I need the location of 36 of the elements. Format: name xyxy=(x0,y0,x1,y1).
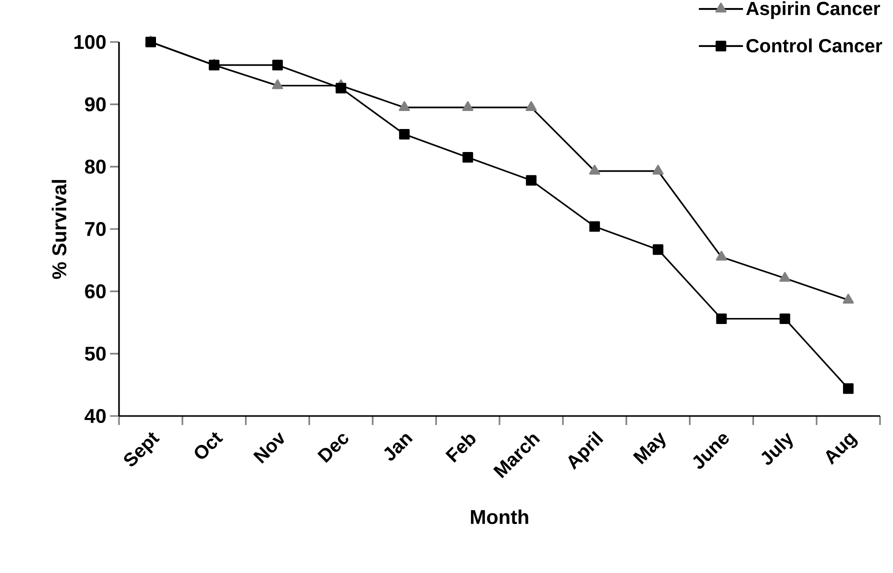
y-tick-label: 80 xyxy=(84,160,106,174)
y-tick-label: 60 xyxy=(85,284,106,298)
point xyxy=(843,383,854,394)
point xyxy=(526,175,537,186)
x-tick-label: Oct xyxy=(194,432,224,459)
y-axis-title: % Survival xyxy=(52,180,66,279)
point xyxy=(779,272,790,282)
point xyxy=(272,79,284,90)
point xyxy=(398,101,410,112)
point xyxy=(652,244,664,255)
y-tick-label: 70 xyxy=(85,222,106,236)
point xyxy=(526,101,537,112)
point xyxy=(399,128,410,140)
x-tick-label: Feb xyxy=(445,434,476,463)
point xyxy=(462,101,474,112)
x-tick-label: Dec xyxy=(317,434,348,463)
legend-label: Aspirin Cancer xyxy=(746,1,880,19)
point xyxy=(716,250,728,261)
legend-label: Control Cancer xyxy=(746,38,882,52)
point xyxy=(652,164,664,175)
point xyxy=(589,164,600,175)
point xyxy=(589,221,600,232)
point xyxy=(716,313,727,324)
y-tick-label: 40 xyxy=(84,408,106,424)
x-tick-label: Aug xyxy=(826,433,858,465)
x-axis-title: Month xyxy=(470,509,528,524)
point xyxy=(336,82,346,94)
x-tick-label: Nov xyxy=(253,432,284,464)
point xyxy=(462,152,474,163)
point xyxy=(272,60,283,70)
y-tick-label: 50 xyxy=(84,346,106,361)
y-tick-label: 100 xyxy=(74,34,106,50)
x-tick-label: Jan xyxy=(384,434,413,461)
point xyxy=(842,294,854,304)
y-tick-label: 90 xyxy=(85,97,106,112)
point xyxy=(780,313,790,324)
